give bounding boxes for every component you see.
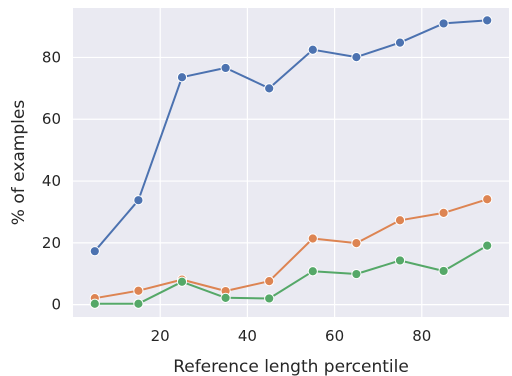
data-point <box>438 265 449 277</box>
data-point <box>307 233 318 244</box>
data-point <box>89 246 100 257</box>
data-point <box>264 293 275 304</box>
plot-area <box>73 8 509 317</box>
data-point <box>394 255 406 266</box>
data-point <box>438 18 449 29</box>
y-tick-label: 60 <box>42 110 61 128</box>
series-1 <box>89 15 493 257</box>
data-point <box>220 292 231 303</box>
data-point <box>264 83 275 94</box>
tick-labels: 20 40 60 80 0 20 40 60 80 <box>42 48 431 345</box>
y-tick-label: 20 <box>42 234 61 252</box>
x-axis-label: Reference length percentile <box>173 357 409 376</box>
data-point <box>176 72 188 83</box>
data-point <box>482 15 493 26</box>
y-tick-label: 40 <box>42 172 61 190</box>
data-point <box>351 268 362 280</box>
y-tick-label: 80 <box>42 48 61 66</box>
series-line <box>94 198 488 300</box>
data-point <box>351 52 362 63</box>
data-point <box>482 240 493 251</box>
data-point <box>394 37 406 48</box>
data-point <box>264 276 275 287</box>
data-point <box>133 298 144 309</box>
series-line <box>94 19 488 252</box>
x-tick-label: 20 <box>151 327 170 345</box>
data-point <box>307 44 318 55</box>
series-3 <box>89 240 493 309</box>
data-point <box>351 238 362 249</box>
y-tick-label: 0 <box>51 296 61 314</box>
data-point <box>133 285 144 296</box>
data-point <box>482 194 493 205</box>
data-series <box>89 15 493 309</box>
grid-lines <box>73 8 509 317</box>
data-point <box>220 62 231 74</box>
data-point <box>307 266 318 277</box>
series-line <box>94 244 488 305</box>
x-tick-label: 40 <box>238 327 257 345</box>
data-point <box>394 215 406 226</box>
data-point <box>89 298 100 309</box>
x-tick-label: 80 <box>412 327 431 345</box>
y-axis-label: % of examples <box>9 100 29 226</box>
x-tick-label: 60 <box>325 327 344 345</box>
data-point <box>133 195 144 206</box>
data-point <box>176 276 188 287</box>
data-point <box>438 207 449 218</box>
